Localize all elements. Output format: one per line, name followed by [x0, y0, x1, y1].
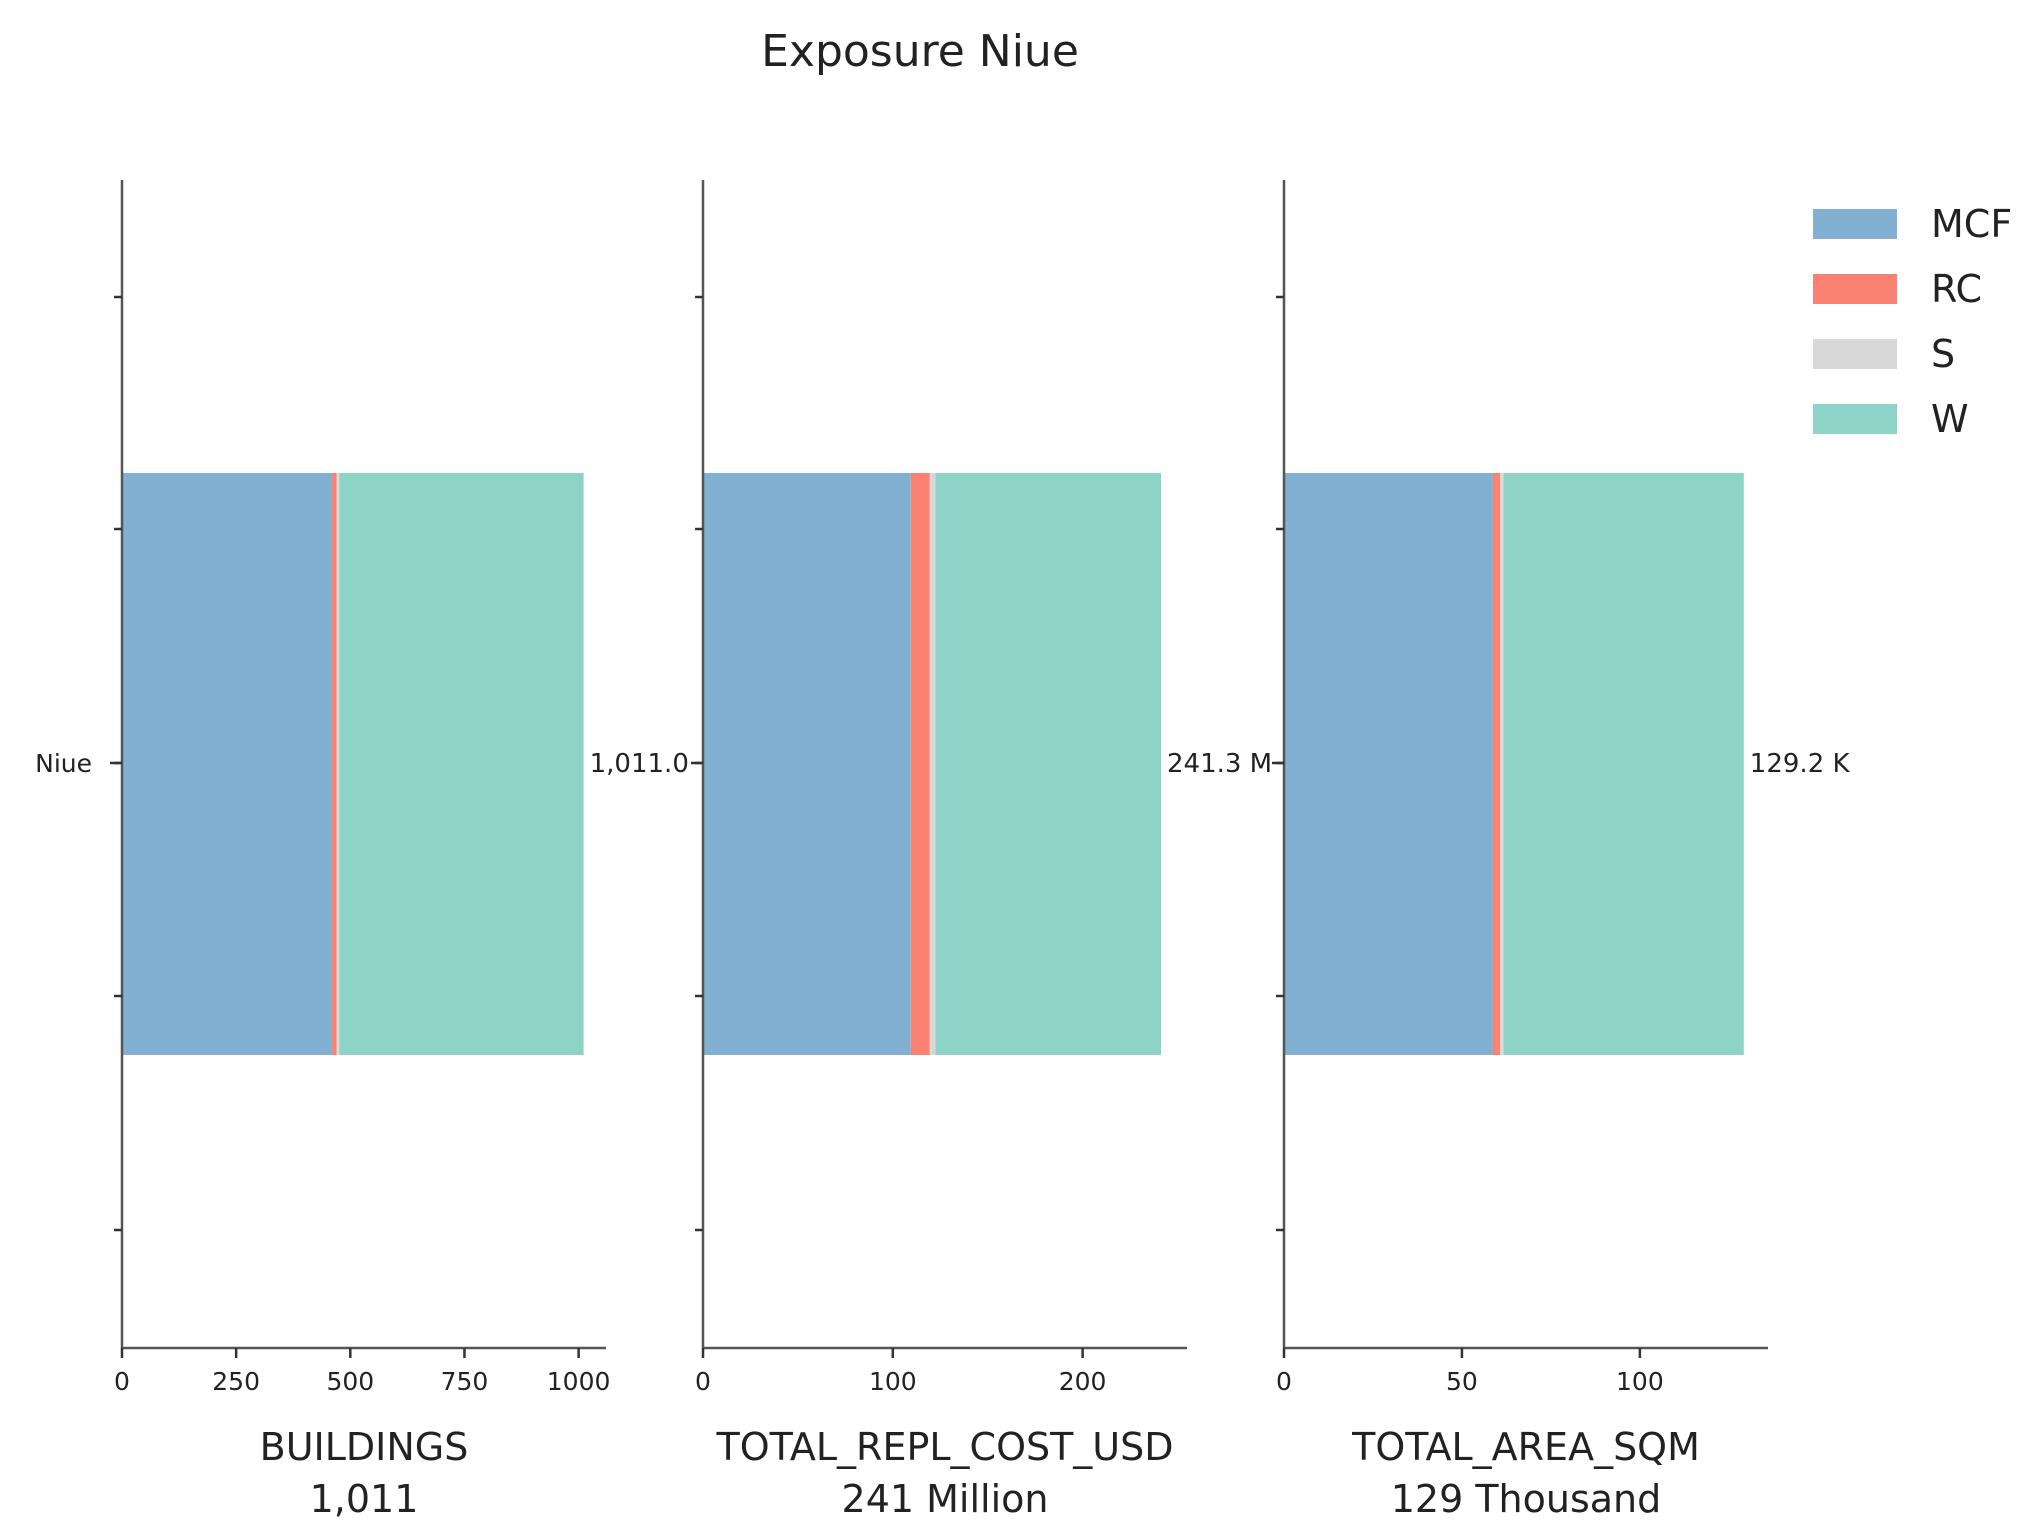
- bar-total-label: 1,011.0: [590, 749, 689, 779]
- bar-segment-w: [935, 473, 1161, 1055]
- bar-segment-s: [1500, 473, 1504, 1055]
- bar-segment-w: [339, 473, 584, 1055]
- x-tick-label: 100: [869, 1367, 917, 1396]
- bar-segment-rc: [1492, 473, 1501, 1055]
- legend: MCF RC SW: [1813, 202, 2012, 441]
- x-tick-label: 100: [1616, 1367, 1664, 1396]
- bar-segment-mcf: [1284, 473, 1493, 1055]
- legend-item-w: W: [1813, 397, 1969, 441]
- legend-label: RC: [1931, 267, 1982, 311]
- legend-item-rc: RC: [1813, 267, 1982, 311]
- x-tick-label: 0: [1276, 1367, 1292, 1396]
- legend-label: W: [1931, 397, 1969, 441]
- bar-segment-rc: [910, 473, 930, 1055]
- bar-segment-mcf: [122, 473, 333, 1055]
- bar-segment-s: [929, 473, 936, 1055]
- x-axis-total: 1,011: [310, 1477, 419, 1521]
- category-label: Niue: [35, 749, 92, 778]
- chart-title: Exposure Niue: [761, 26, 1079, 77]
- legend-swatch: [1813, 404, 1897, 434]
- bar-segment-mcf: [703, 473, 911, 1055]
- legend-swatch: [1813, 339, 1897, 369]
- legend-label: S: [1931, 332, 1955, 376]
- panel-total-area-sqm: 0 50 100 129.2 K TOTAL_AREA_SQM 129 Thousand: [1272, 180, 1850, 1521]
- x-tick-label: 200: [1059, 1367, 1107, 1396]
- x-tick-label: 0: [114, 1367, 130, 1396]
- legend-swatch: [1813, 209, 1897, 239]
- chart-panels: 0 250 500 750 10001,011.0BUILDINGS1,011Niue0…: [35, 180, 1850, 1521]
- bar-total-label: 129.2 K: [1750, 749, 1851, 779]
- legend-item-s: S: [1813, 332, 1955, 376]
- panel-total-repl-cost-usd: 0 100 200 241.3 M TOTAL_REPL_COST_USD 241 Mil…: [691, 180, 1272, 1521]
- x-tick-label: 1000: [547, 1367, 611, 1396]
- x-tick-label: 0: [695, 1367, 711, 1396]
- bar-segment-s: [336, 473, 340, 1055]
- x-axis-label: TOTAL_REPL_COST_USD: [715, 1425, 1173, 1469]
- x-tick-label: 750: [441, 1367, 489, 1396]
- panel-buildings: 0 250 500 750 1000 1,011.0 BUILDINGS 1,011 Niue: [35, 180, 689, 1521]
- x-tick-label: 50: [1446, 1367, 1478, 1396]
- x-axis-total: 241 Million: [842, 1477, 1049, 1521]
- bar-segment-rc: [332, 473, 337, 1055]
- bar-total-label: 241.3 M: [1167, 749, 1272, 779]
- legend-item-mcf: MCF: [1813, 202, 2012, 246]
- x-axis-label: BUILDINGS: [260, 1425, 469, 1469]
- x-tick-label: 500: [326, 1367, 374, 1396]
- x-axis-label: TOTAL_AREA_SQM: [1351, 1425, 1700, 1469]
- x-tick-label: 250: [212, 1367, 260, 1396]
- bar-segment-w: [1503, 473, 1744, 1055]
- legend-label: MCF: [1931, 202, 2012, 246]
- x-axis-total: 129 Thousand: [1391, 1477, 1662, 1521]
- legend-swatch: [1813, 274, 1897, 304]
